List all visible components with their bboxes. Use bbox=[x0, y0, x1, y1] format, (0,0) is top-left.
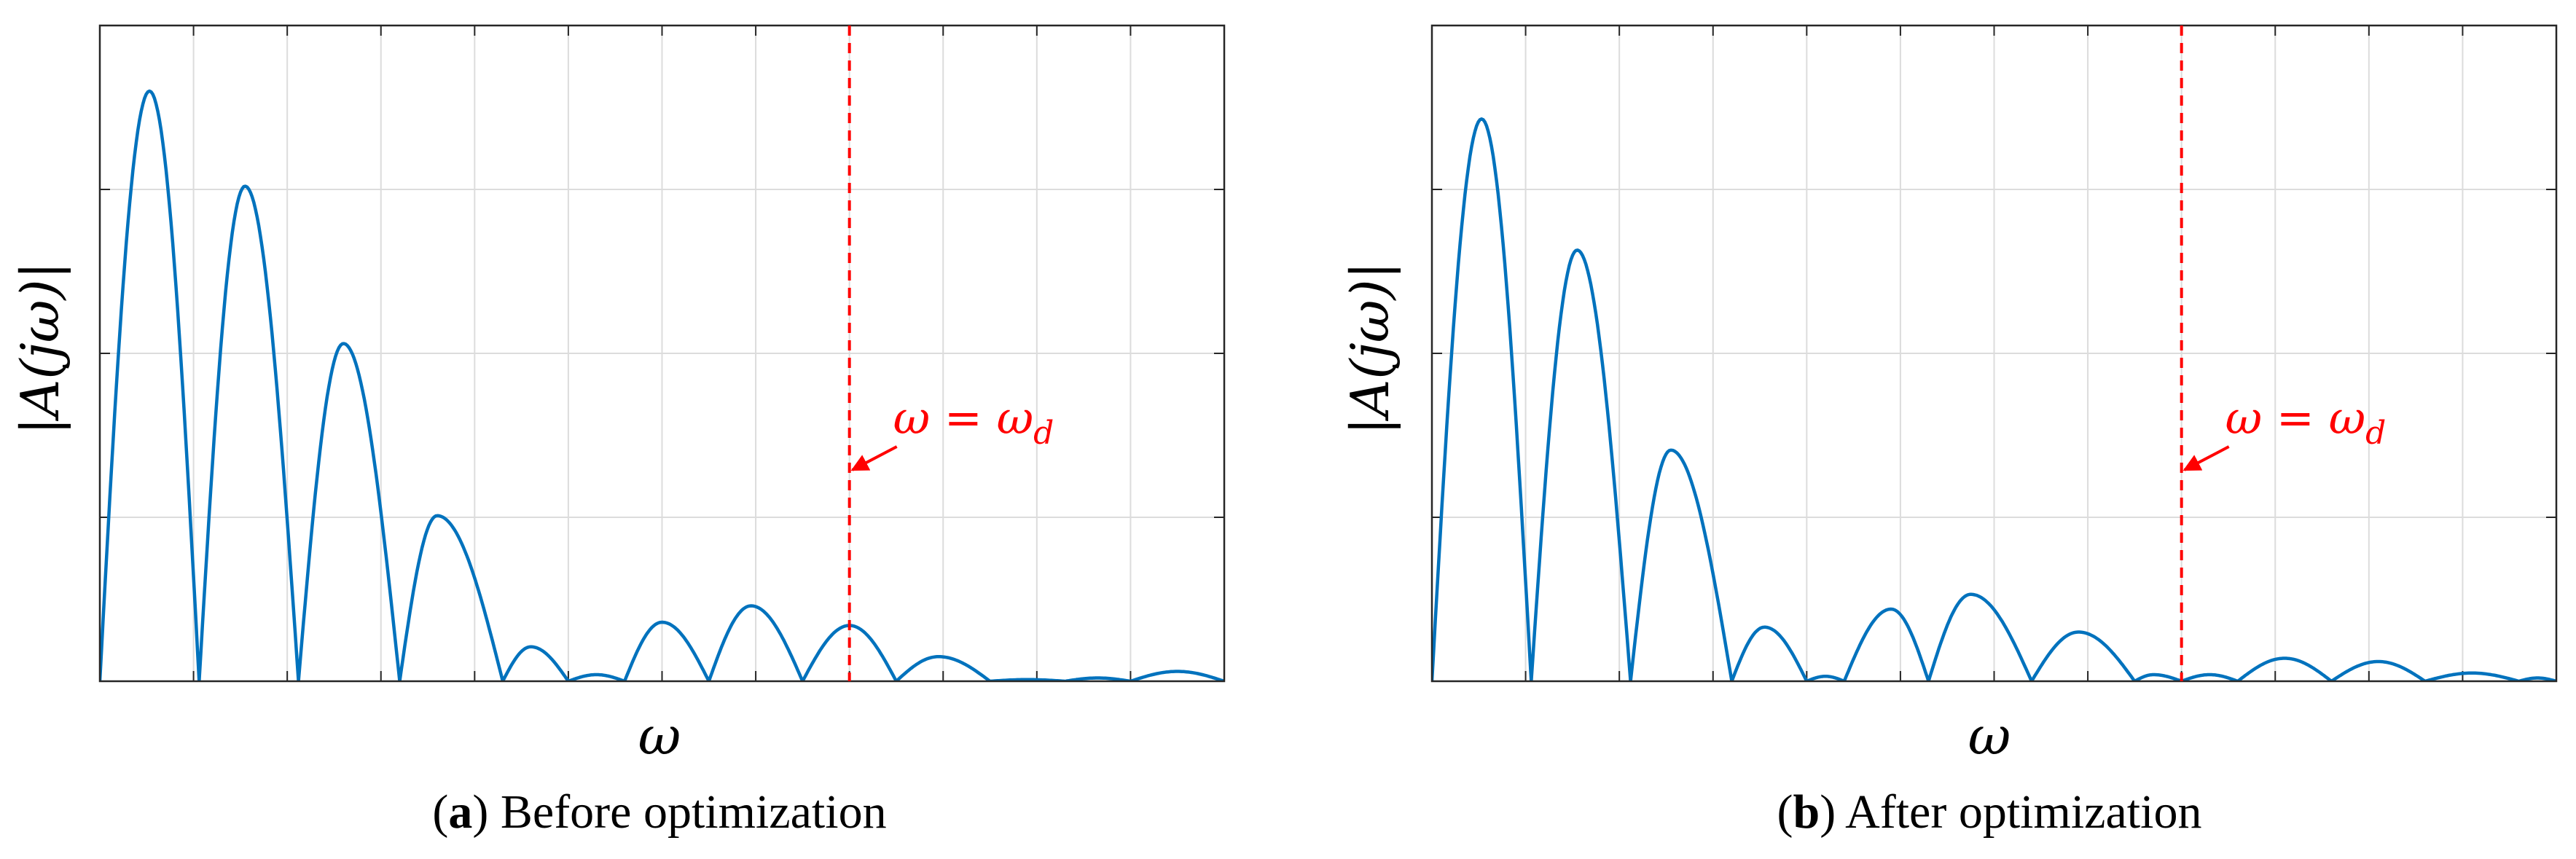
caption-a-letter: a bbox=[448, 785, 472, 839]
magnitude-curve bbox=[100, 89, 1224, 681]
y-axis-label: |A(jω)| bbox=[1339, 262, 1401, 435]
x-axis-label: ω bbox=[1968, 705, 2011, 766]
omega-d-annotation: ω = ωd bbox=[893, 391, 1054, 452]
annotation-arrow bbox=[2182, 445, 2230, 471]
chart-panel-a: ω = ωd bbox=[98, 24, 1226, 683]
chart-panel-b: ω = ωd bbox=[1430, 24, 2558, 683]
axes-frame bbox=[98, 24, 1226, 683]
magnitude-curve bbox=[1432, 117, 2556, 681]
caption-b-text: After optimization bbox=[1845, 785, 2201, 839]
y-axis-label: |A(jω)| bbox=[9, 262, 71, 435]
caption-a: (a) Before optimization bbox=[432, 785, 886, 839]
axes-frame bbox=[1430, 24, 2558, 683]
omega-d-annotation-main: ω = ω bbox=[893, 391, 1033, 444]
omega-d-annotation: ω = ωd bbox=[2225, 391, 2387, 452]
caption-a-text: Before optimization bbox=[501, 785, 887, 839]
omega-d-annotation-main: ω = ω bbox=[2225, 391, 2365, 444]
caption-b: (b) After optimization bbox=[1777, 785, 2202, 839]
omega-d-annotation-subscript: d bbox=[2365, 415, 2386, 452]
caption-b-letter: b bbox=[1793, 785, 1820, 839]
x-axis-label: ω bbox=[638, 705, 681, 766]
omega-d-annotation-subscript: d bbox=[1033, 415, 1054, 452]
annotation-arrow bbox=[850, 445, 898, 471]
